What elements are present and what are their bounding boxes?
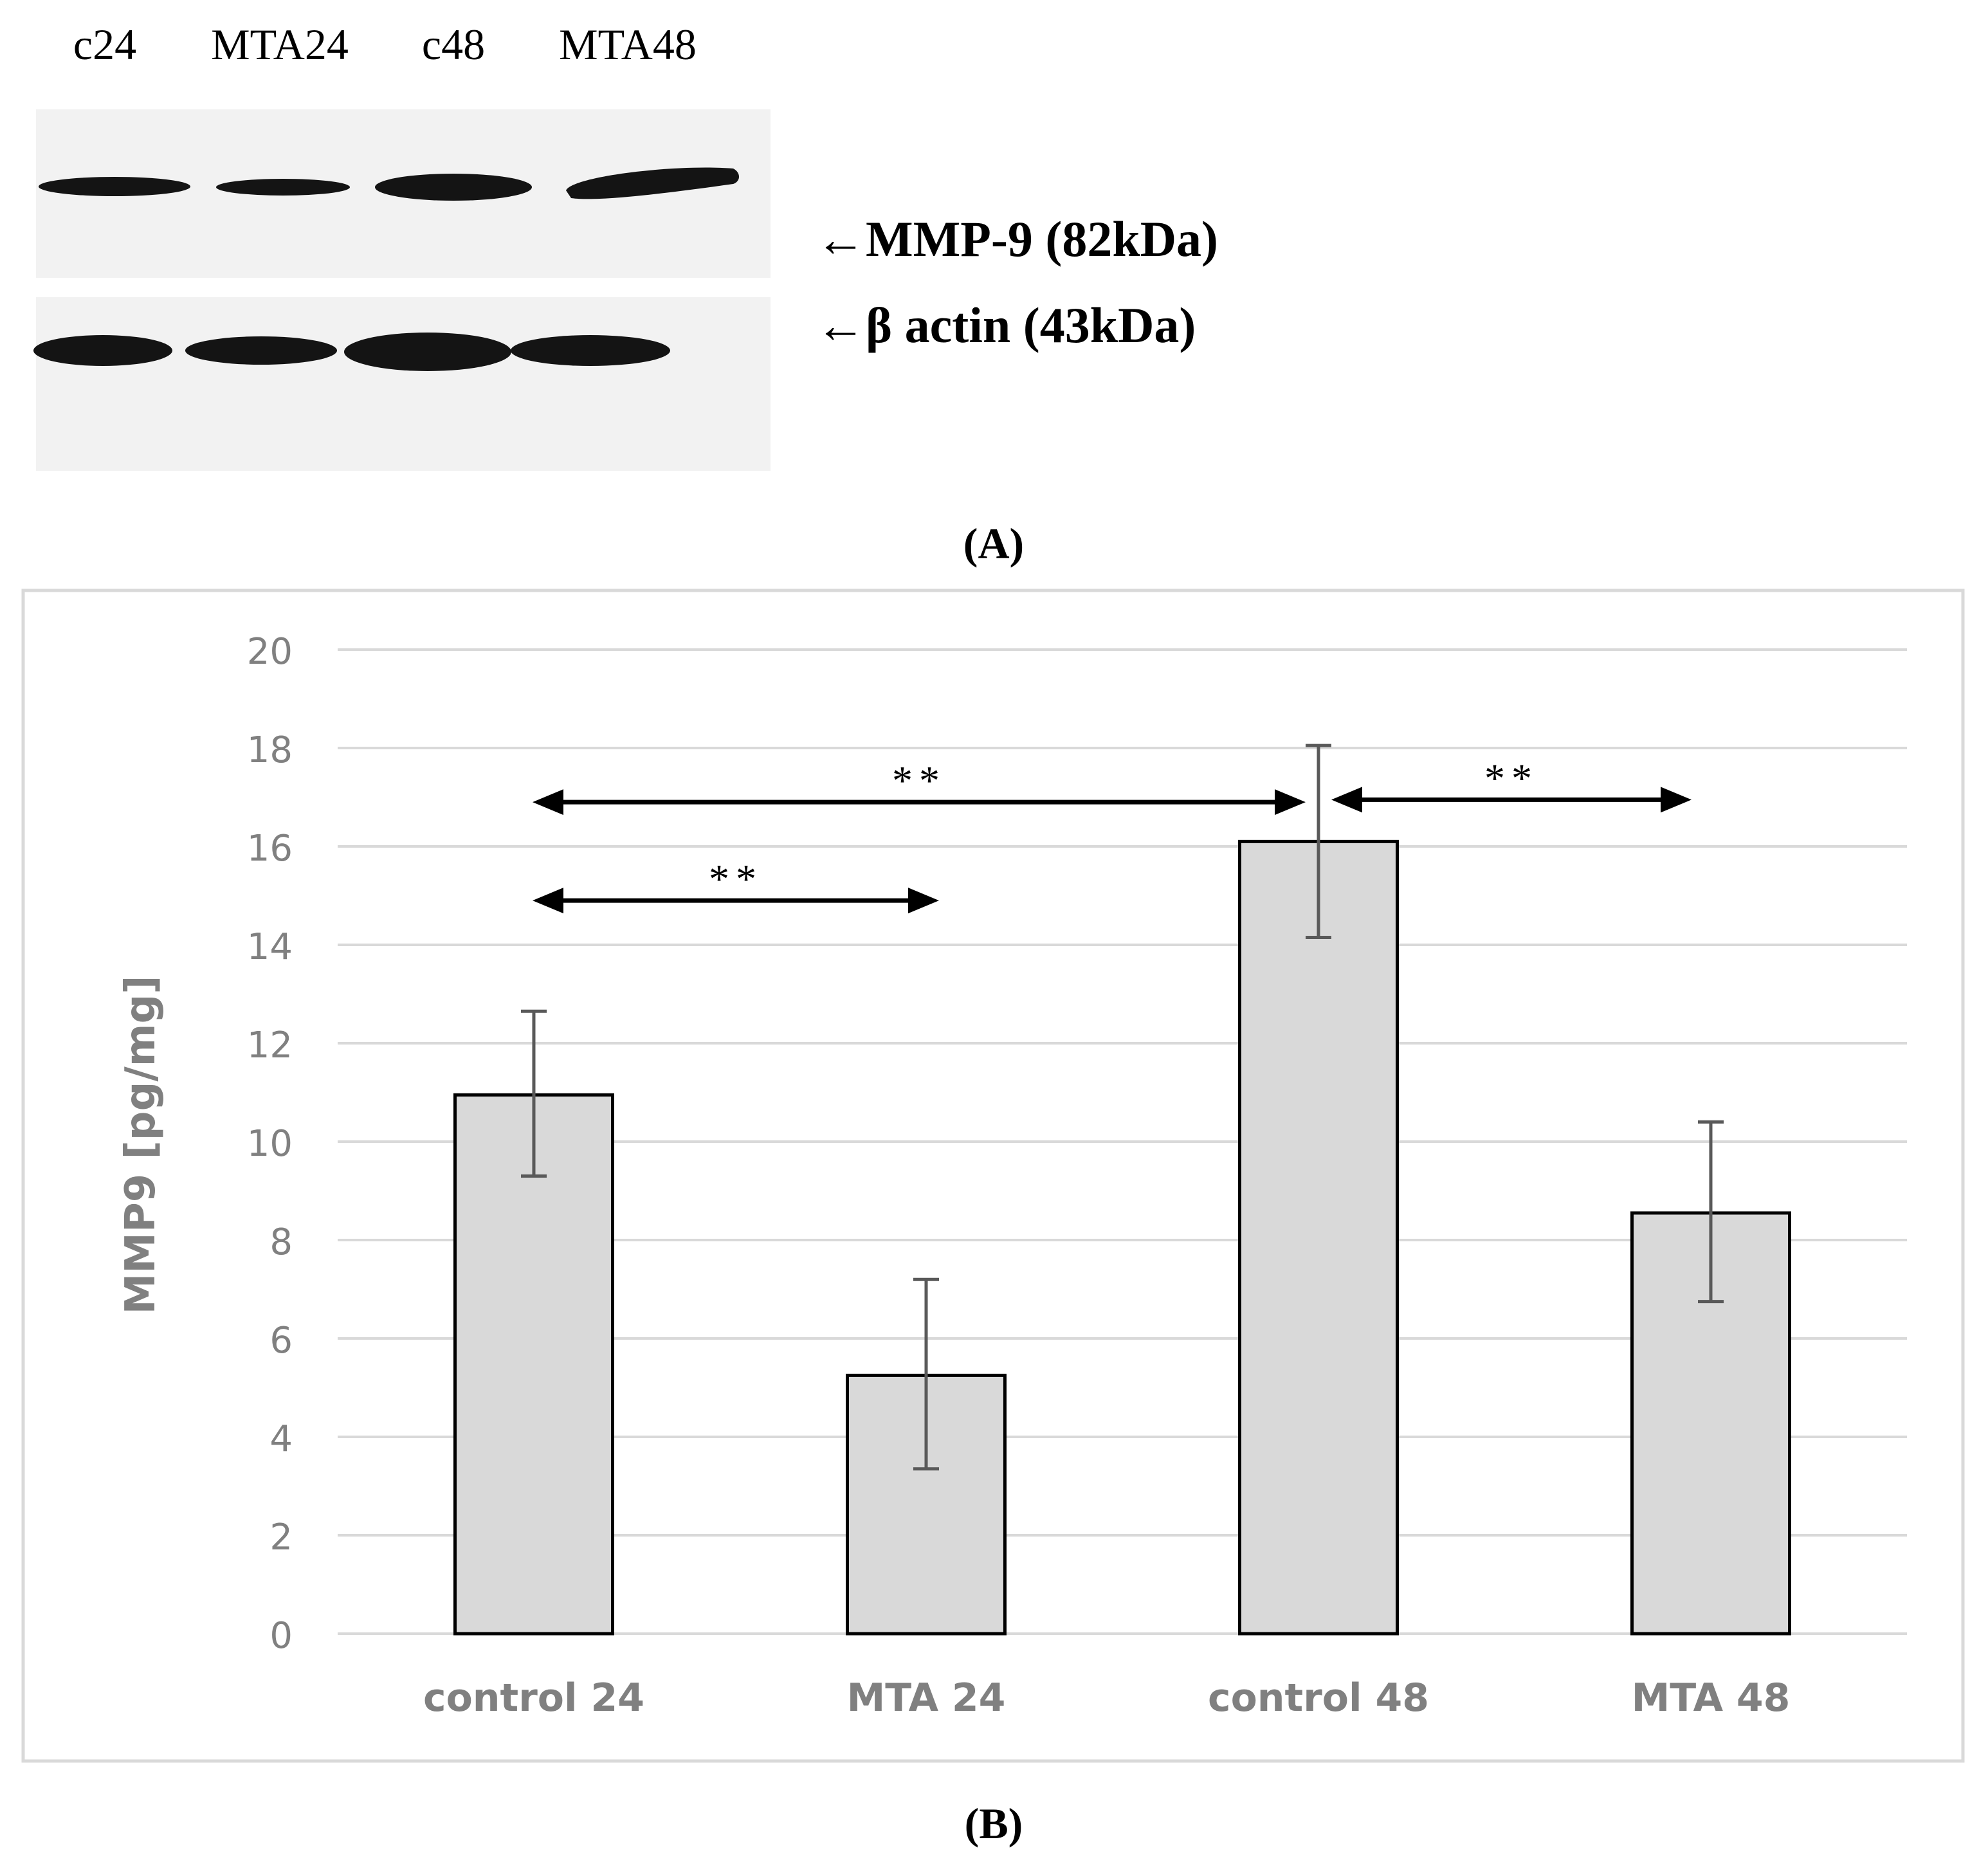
- bar-control-48: [1238, 839, 1399, 1636]
- x-tick-labels: control 24 MTA 24 control 48 MTA 48: [423, 1675, 1790, 1721]
- panel-b-caption: (B): [965, 1799, 1023, 1848]
- error-bar-control-48: [1306, 744, 1331, 940]
- error-bar-control-24: [521, 1009, 547, 1178]
- band-actin-mta48: [511, 335, 670, 366]
- arrowhead-left-2: [1331, 787, 1362, 813]
- band-label-actin: ←β actin (43kDa): [816, 297, 1196, 353]
- band-actin-c48: [344, 333, 511, 371]
- band-label-mmp9: ←MMP-9 (82kDa): [816, 211, 1218, 267]
- mmp9-bands: [39, 167, 739, 201]
- y-tick-label-4: 4: [269, 1418, 293, 1460]
- panel-a: c24 MTA24 c48 MTA48 ←MMP-9 (82kDa) ←β ac…: [33, 20, 1218, 568]
- significance-label-0: **: [709, 856, 763, 902]
- x-tick-label-control-48: control 48: [1208, 1675, 1429, 1721]
- y-tick-label-16: 16: [247, 828, 293, 870]
- band-mmp9-mta24: [216, 179, 350, 196]
- error-bar-mta-48: [1698, 1120, 1724, 1304]
- y-tick-label-18: 18: [247, 729, 293, 771]
- y-tick-label-2: 2: [269, 1517, 293, 1558]
- band-mmp9-c48: [375, 174, 532, 201]
- arrowhead-right-2: [1661, 787, 1692, 813]
- y-tick-label-14: 14: [247, 926, 293, 968]
- y-tick-label-20: 20: [247, 631, 293, 673]
- y-tick-label-0: 0: [269, 1615, 293, 1657]
- y-tick-labels: 0 2 4 6 8 10 12 14 16 18 20: [247, 631, 293, 1657]
- significance-annotations: ** ** **: [533, 755, 1692, 914]
- error-bars: [521, 744, 1724, 1471]
- lane-label-c48: c48: [422, 20, 485, 69]
- blot-strip-actin: [36, 297, 771, 471]
- x-tick-label-mta-24: MTA 24: [847, 1675, 1006, 1721]
- lane-label-mta24: MTA24: [211, 20, 349, 69]
- error-bar-mta-24: [913, 1277, 939, 1471]
- bars: [453, 839, 1791, 1636]
- y-tick-label-8: 8: [269, 1221, 293, 1263]
- band-mmp9-c24: [39, 177, 190, 196]
- significance-0: **: [533, 856, 939, 914]
- panel-a-caption: (A): [963, 519, 1024, 568]
- y-tick-label-12: 12: [247, 1025, 293, 1066]
- actin-bands: [33, 333, 670, 371]
- x-tick-label-mta-48: MTA 48: [1632, 1675, 1791, 1721]
- band-mmp9-mta48: [566, 167, 739, 199]
- band-actin-mta24: [185, 336, 337, 365]
- significance-1: **: [533, 758, 1306, 816]
- lane-label-c24: c24: [73, 20, 136, 69]
- arrowhead-right-0: [908, 888, 939, 914]
- bar-control-24: [453, 1093, 614, 1636]
- band-actin-c24: [33, 335, 172, 366]
- y-tick-label-10: 10: [247, 1123, 293, 1165]
- x-tick-label-control-24: control 24: [423, 1675, 644, 1721]
- lane-label-mta48: MTA48: [559, 20, 697, 69]
- y-axis-label: MMP9 [pg/mg]: [117, 975, 165, 1314]
- significance-label-2: **: [1484, 755, 1538, 801]
- arrowhead-right-1: [1275, 789, 1306, 816]
- significance-2: **: [1331, 755, 1692, 813]
- y-tick-label-6: 6: [269, 1320, 293, 1362]
- significance-label-1: **: [892, 758, 946, 803]
- arrowhead-left-1: [533, 789, 563, 816]
- arrowhead-left-0: [533, 888, 563, 914]
